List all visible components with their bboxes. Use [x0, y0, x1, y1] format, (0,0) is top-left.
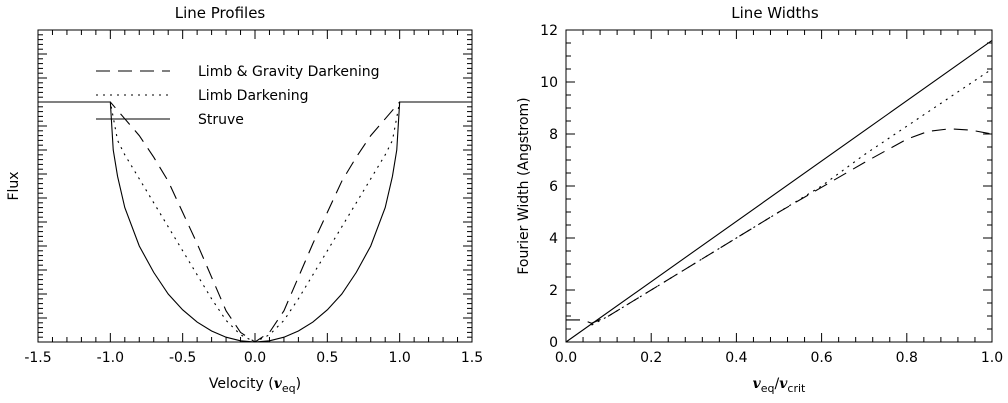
profiles-x-tick-label: 0.5	[316, 350, 338, 366]
widths-y-tick-label: 2	[549, 283, 558, 299]
line-widths-panel: Line Widths 0.0 0.2 0.4 0.6 0.8 1.0024681012 …	[516, 4, 1003, 395]
profiles-x-tick-label: -0.5	[169, 350, 196, 366]
widths-y-tick-label: 12	[540, 23, 558, 39]
line-widths-series	[565, 39, 993, 343]
profiles-series-solid-line	[38, 101, 472, 343]
line-profiles-ticks: -1.5 -1.0 -0.5 0.0 0.5 1.0 1.5	[24, 29, 483, 366]
profiles-x-tick-label: 1.0	[389, 350, 411, 366]
widths-x-tick-label: 0.0	[555, 350, 577, 366]
widths-x-tick-label: 0.6	[810, 350, 832, 366]
line-widths-x-axis-label: veq/vcrit	[753, 376, 806, 395]
legend-label-limb: Limb Darkening	[198, 88, 309, 104]
profiles-x-tick-label: -1.0	[97, 350, 124, 366]
legend-label-limb-gravity: Limb & Gravity Darkening	[198, 64, 379, 80]
widths-y-tick-label: 10	[540, 75, 558, 91]
legend-label-struve: Struve	[198, 112, 244, 128]
line-profiles-title: Line Profiles	[175, 4, 266, 22]
x-label-suffix: )	[296, 376, 301, 392]
x-label-separator: /	[775, 376, 780, 392]
widths-series-solid-line	[565, 39, 993, 343]
widths-y-tick-label: 6	[549, 179, 558, 195]
line-profiles-panel: Line Profiles -1.5 -1.0 -0.5 0.0 0.5 1.0 1.5 L…	[6, 4, 483, 395]
line-widths-plot-frame	[565, 29, 993, 343]
widths-y-tick-label: 8	[549, 127, 558, 143]
x-label-subscript-2: crit	[787, 382, 806, 395]
line-widths-y-axis-label: Fourier Width (Angstrom)	[516, 97, 532, 274]
x-label-variable-1: v	[753, 376, 762, 392]
widths-x-tick-label: 0.4	[725, 350, 747, 366]
x-label-variable: v	[274, 376, 283, 392]
widths-x-tick-label: 0.2	[640, 350, 662, 366]
widths-series-dotted-line	[591, 68, 993, 326]
widths-x-tick-label: 0.8	[896, 350, 918, 366]
x-label-subscript-1: eq	[761, 382, 775, 395]
widths-x-tick-label: 1.0	[981, 350, 1003, 366]
profiles-x-tick-label: 1.5	[461, 350, 483, 366]
line-widths-ticks: 0.0 0.2 0.4 0.6 0.8 1.0 0 2 4 6 8 10 12	[540, 23, 1003, 366]
widths-y-tick-label: 4	[549, 231, 558, 247]
line-profiles-x-axis-label: Velocity (veq)	[209, 376, 301, 395]
line-widths-title: Line Widths	[731, 4, 819, 22]
line-profiles-y-axis-label: Flux	[6, 171, 22, 200]
widths-series-long-dash-line	[566, 128, 993, 324]
x-label-prefix: Velocity (	[209, 376, 274, 392]
profiles-x-tick-label: 0.0	[244, 350, 266, 366]
widths-y-tick-label: 0	[549, 335, 558, 351]
x-label-subscript: eq	[282, 382, 296, 395]
line-profiles-legend: Limb & Gravity Darkening Limb Darkening …	[96, 64, 379, 128]
profiles-series-dotted-line	[38, 101, 472, 343]
profiles-x-tick-label: -1.5	[24, 350, 51, 366]
line-profiles-series	[38, 101, 472, 343]
profiles-series-long-dash-line	[38, 101, 472, 343]
x-label-variable-2: v	[779, 376, 788, 392]
